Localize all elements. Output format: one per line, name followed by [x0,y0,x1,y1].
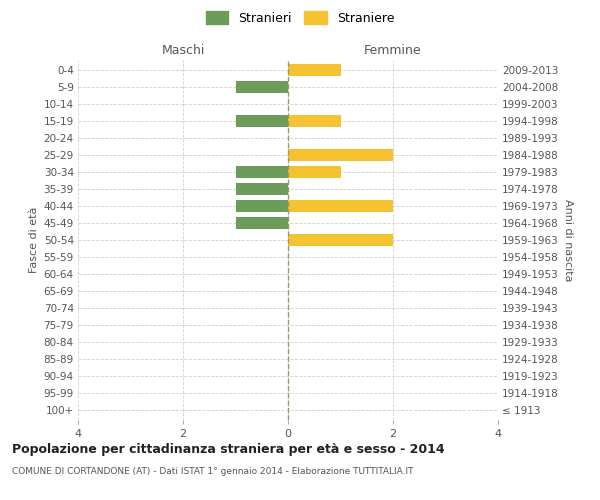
Text: COMUNE DI CORTANDONE (AT) - Dati ISTAT 1° gennaio 2014 - Elaborazione TUTTITALIA: COMUNE DI CORTANDONE (AT) - Dati ISTAT 1… [12,468,413,476]
Legend: Stranieri, Straniere: Stranieri, Straniere [201,6,399,30]
Y-axis label: Fasce di età: Fasce di età [29,207,40,273]
Bar [235,200,288,212]
Bar [288,115,341,127]
Y-axis label: Anni di nascita: Anni di nascita [563,198,573,281]
Bar [235,166,288,178]
Bar [288,64,341,76]
Bar [235,115,288,127]
Bar [235,183,288,195]
Bar [288,234,393,246]
Bar [235,217,288,229]
Text: Popolazione per cittadinanza straniera per età e sesso - 2014: Popolazione per cittadinanza straniera p… [12,442,445,456]
Bar [288,149,393,161]
Bar [288,200,393,212]
Bar [235,81,288,93]
Text: Femmine: Femmine [364,44,422,57]
Bar [288,166,341,178]
Text: Maschi: Maschi [161,44,205,57]
